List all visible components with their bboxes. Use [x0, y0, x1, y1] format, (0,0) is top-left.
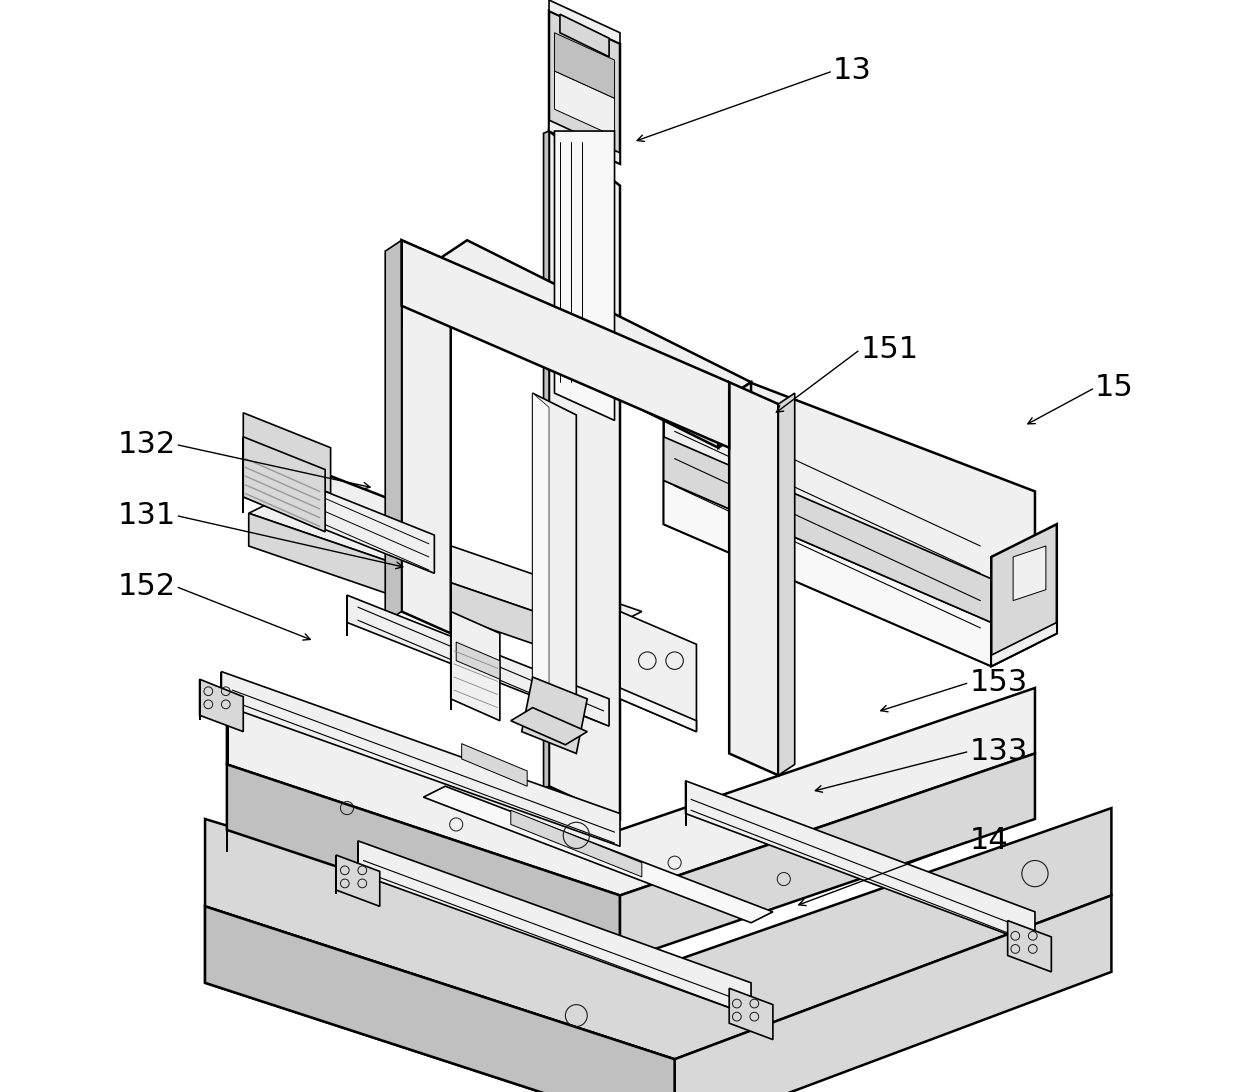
Polygon shape — [549, 120, 620, 164]
Polygon shape — [620, 688, 697, 732]
Polygon shape — [336, 855, 379, 906]
Polygon shape — [549, 120, 620, 164]
Polygon shape — [549, 0, 620, 44]
Text: 151: 151 — [861, 335, 919, 364]
Polygon shape — [456, 642, 500, 679]
Polygon shape — [243, 413, 331, 494]
Polygon shape — [222, 672, 620, 846]
Polygon shape — [533, 393, 577, 699]
Polygon shape — [450, 612, 500, 721]
Polygon shape — [554, 33, 615, 98]
Polygon shape — [729, 382, 779, 775]
Polygon shape — [1008, 921, 1052, 972]
Polygon shape — [560, 14, 609, 57]
Polygon shape — [663, 480, 991, 666]
Text: 153: 153 — [970, 668, 1028, 697]
Polygon shape — [227, 764, 620, 961]
Text: 152: 152 — [118, 572, 176, 601]
Text: 15: 15 — [1095, 373, 1133, 402]
Polygon shape — [549, 131, 560, 786]
Polygon shape — [205, 906, 675, 1092]
Polygon shape — [402, 240, 450, 633]
Polygon shape — [358, 841, 751, 1016]
Polygon shape — [200, 679, 243, 732]
Polygon shape — [402, 240, 729, 448]
Polygon shape — [243, 459, 331, 494]
Polygon shape — [434, 262, 718, 448]
Polygon shape — [511, 708, 588, 745]
Polygon shape — [543, 131, 549, 788]
Polygon shape — [991, 524, 1056, 666]
Polygon shape — [227, 688, 1035, 895]
Polygon shape — [461, 744, 527, 786]
Text: 13: 13 — [833, 57, 872, 85]
Polygon shape — [549, 11, 620, 164]
Polygon shape — [243, 442, 413, 551]
Polygon shape — [243, 437, 325, 532]
Polygon shape — [779, 393, 795, 775]
Polygon shape — [991, 622, 1056, 666]
Polygon shape — [663, 349, 1035, 666]
Polygon shape — [729, 988, 773, 1040]
Text: 132: 132 — [118, 430, 176, 459]
Polygon shape — [1013, 546, 1045, 601]
Polygon shape — [686, 781, 1035, 945]
Text: 14: 14 — [970, 827, 1008, 855]
Polygon shape — [620, 612, 697, 732]
Polygon shape — [620, 753, 1035, 961]
Polygon shape — [205, 906, 675, 1092]
Polygon shape — [663, 437, 991, 622]
Polygon shape — [675, 895, 1111, 1092]
Polygon shape — [386, 240, 402, 622]
Polygon shape — [205, 808, 1111, 1059]
Polygon shape — [549, 131, 620, 819]
Polygon shape — [423, 786, 773, 923]
Polygon shape — [243, 459, 434, 573]
Polygon shape — [249, 513, 598, 666]
Polygon shape — [533, 393, 549, 685]
Polygon shape — [249, 491, 642, 633]
Polygon shape — [347, 595, 609, 726]
Polygon shape — [554, 131, 615, 420]
Text: 133: 133 — [970, 737, 1028, 765]
Polygon shape — [718, 382, 751, 448]
Polygon shape — [522, 677, 588, 753]
Polygon shape — [511, 810, 642, 877]
Polygon shape — [434, 240, 751, 404]
Polygon shape — [554, 71, 615, 136]
Text: 131: 131 — [118, 501, 176, 530]
